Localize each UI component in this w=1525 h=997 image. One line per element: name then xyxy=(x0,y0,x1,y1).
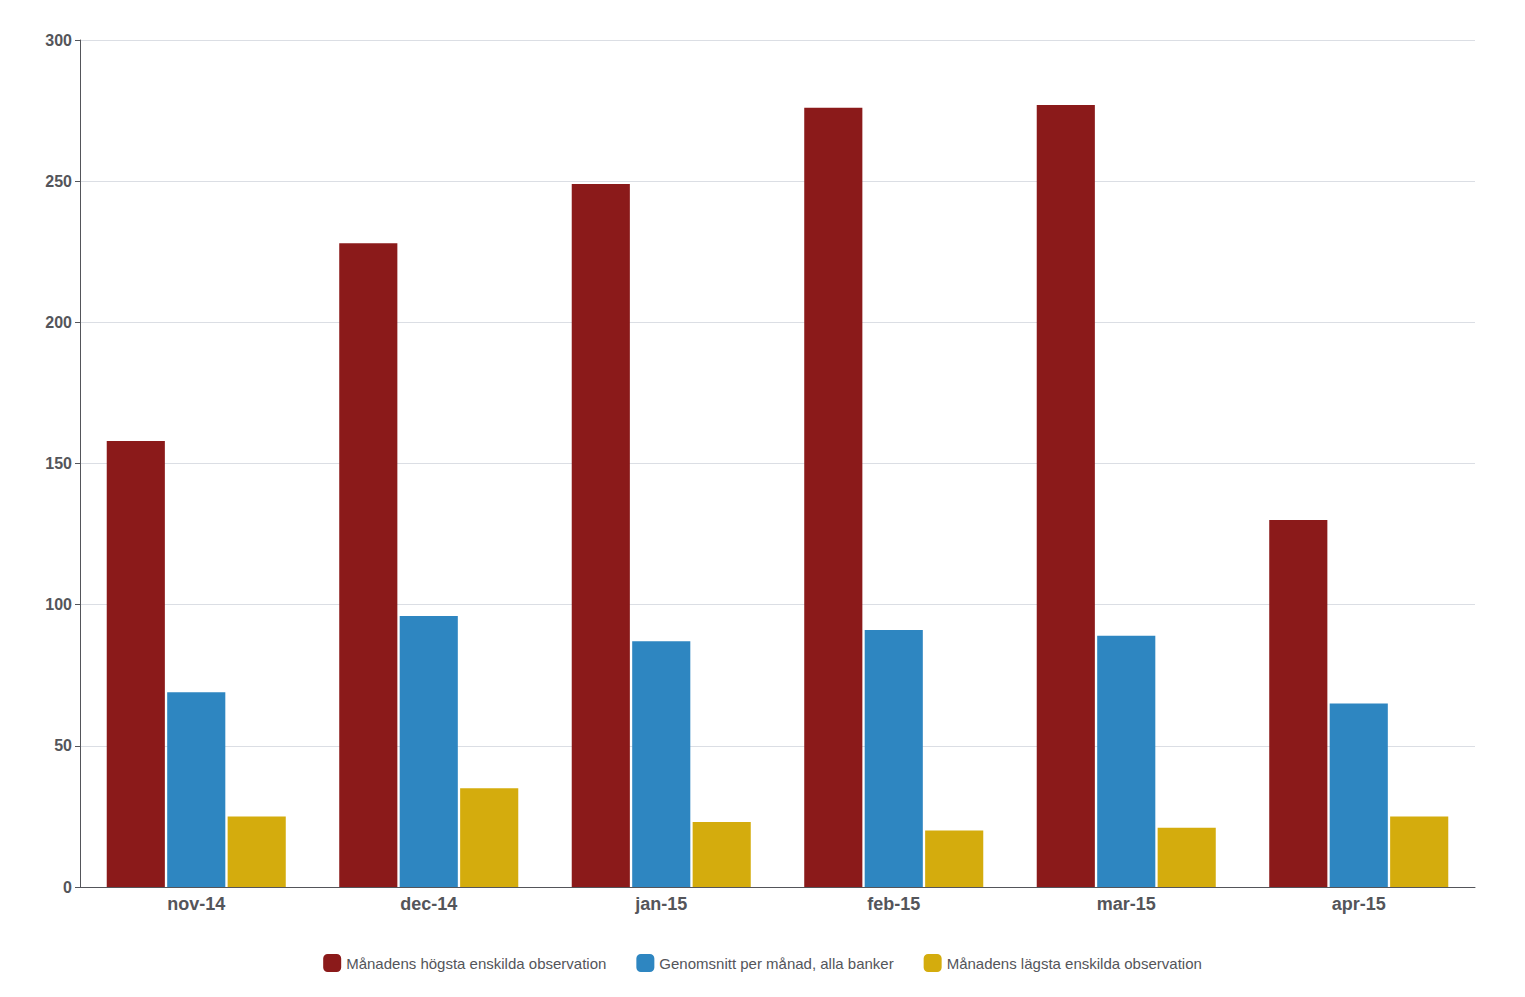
svg-text:dec-14: dec-14 xyxy=(400,894,457,914)
svg-text:Månadens högsta enskilda obser: Månadens högsta enskilda observation xyxy=(346,955,606,972)
svg-text:200: 200 xyxy=(45,314,72,331)
svg-text:jan-15: jan-15 xyxy=(634,894,687,914)
svg-text:Genomsnitt per månad, alla ban: Genomsnitt per månad, alla banker xyxy=(659,955,893,972)
svg-text:250: 250 xyxy=(45,173,72,190)
svg-text:Månadens lägsta enskilda obser: Månadens lägsta enskilda observation xyxy=(947,955,1202,972)
svg-text:apr-15: apr-15 xyxy=(1332,894,1386,914)
svg-text:0: 0 xyxy=(63,879,72,896)
svg-text:feb-15: feb-15 xyxy=(867,894,920,914)
svg-text:100: 100 xyxy=(45,596,72,613)
svg-text:300: 300 xyxy=(45,32,72,49)
svg-text:50: 50 xyxy=(54,737,72,754)
svg-text:150: 150 xyxy=(45,455,72,472)
svg-text:nov-14: nov-14 xyxy=(167,894,225,914)
svg-text:mar-15: mar-15 xyxy=(1097,894,1156,914)
